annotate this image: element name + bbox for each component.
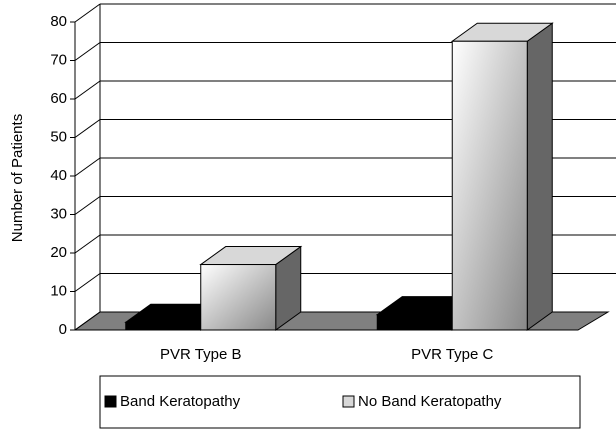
legend-label: Band Keratopathy	[120, 393, 241, 410]
grid-line	[74, 119, 101, 138]
grid-line	[74, 311, 101, 331]
bar-side	[526, 22, 553, 331]
y-tick-label: 10	[50, 282, 67, 299]
y-tick-label: 60	[50, 90, 67, 107]
bar	[450, 22, 554, 331]
y-tick-label: 40	[50, 167, 67, 184]
legend	[99, 375, 581, 429]
grid-line	[74, 196, 101, 215]
bar	[199, 245, 303, 331]
bar-front	[200, 264, 277, 331]
grid-line	[74, 234, 101, 254]
grid-line	[74, 273, 101, 292]
y-tick-label: 30	[50, 205, 67, 222]
y-tick-label: 0	[59, 321, 67, 338]
y-axis-label: Number of Patients	[9, 114, 26, 242]
y-tick-label: 80	[50, 13, 67, 30]
grid-line	[74, 3, 101, 23]
x-tick-label: PVR Type C	[411, 346, 493, 363]
bar-front	[451, 40, 528, 331]
grid-line	[74, 157, 101, 177]
grid-line	[74, 42, 101, 61]
bar-front	[376, 314, 453, 331]
x-tick-label: PVR Type B	[160, 346, 241, 363]
bar-front	[125, 321, 202, 331]
legend-label: No Band Keratopathy	[358, 393, 502, 410]
legend-swatch	[342, 395, 355, 408]
legend-swatch	[104, 395, 117, 408]
y-tick-label: 50	[50, 128, 67, 145]
y-tick-label: 20	[50, 244, 67, 261]
grid-line	[74, 80, 101, 100]
y-tick-label: 70	[50, 51, 67, 68]
